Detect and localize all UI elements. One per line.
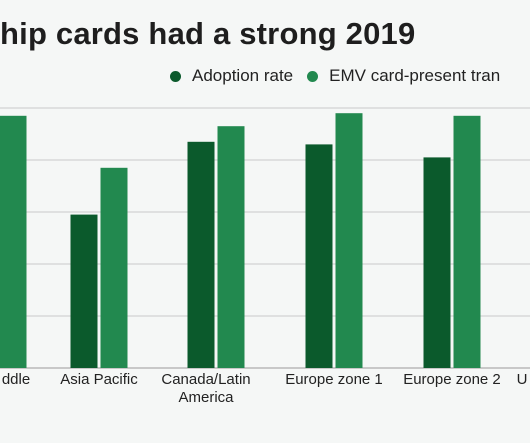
legend-swatch-emv [307,70,319,82]
x-tick-label: Europe zone 2 [403,371,501,388]
legend-swatch-adoption-rate [170,70,181,82]
x-tick-label: Asia Pacific [60,371,138,388]
bars [0,113,481,368]
legend-label-adoption-rate: Adoption rate [192,66,294,85]
bar-emv-1 [100,167,128,368]
bar-emv-0 [0,115,27,368]
bar-emv-3 [335,113,363,368]
bar-adoption-rate-2 [187,141,215,368]
bar-emv-4 [453,115,481,368]
legend-label-emv: EMV card-present tran [329,66,501,85]
bar-adoption-rate-1 [70,214,98,368]
x-tick-label: Canada/Latin America [161,371,250,406]
x-tick-label: U [517,371,528,388]
legend-item-emv: EMV card-present tran [307,66,500,86]
bar-adoption-rate-4 [423,157,451,368]
legend: Adoption rate EMV card-present tran [170,66,514,86]
x-tick-label: Europe zone 1 [285,371,383,388]
bar-emv-2 [217,126,245,368]
chart-title: hip cards had a strong 2019 [0,16,416,51]
x-axis-labels: ddle Asia Pacific Canada/Latin America Europ… [2,371,528,406]
x-tick-label: ddle [2,371,30,388]
legend-item-adoption-rate: Adoption rate [170,66,293,86]
bar-adoption-rate-3 [305,144,333,368]
